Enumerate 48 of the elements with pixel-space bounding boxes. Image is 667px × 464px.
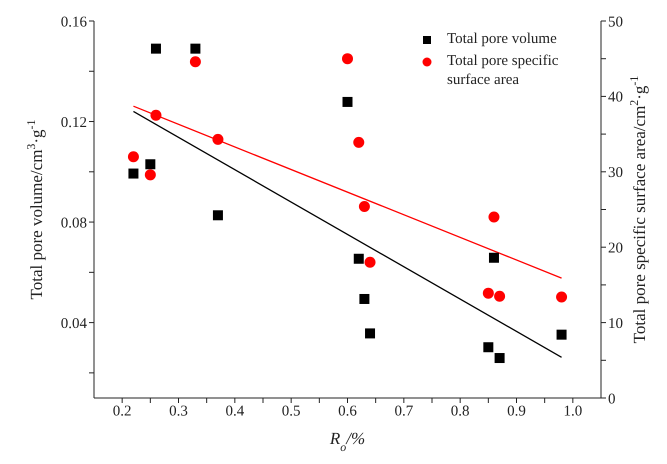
point	[488, 212, 500, 223]
point	[364, 256, 376, 268]
x-tick-label: 0.9	[507, 404, 526, 420]
y2-tick-label: 40	[608, 90, 623, 106]
point	[365, 328, 376, 338]
legend-label: Total pore volume	[447, 30, 557, 49]
y2-tick-label: 20	[608, 240, 623, 257]
point	[354, 254, 364, 264]
point	[212, 210, 223, 220]
x-tick-label: 0.6	[338, 404, 358, 420]
y2-tick-label: 30	[608, 165, 623, 182]
point	[482, 288, 494, 299]
point	[144, 169, 156, 180]
point	[212, 134, 224, 145]
point	[342, 96, 352, 107]
point	[556, 291, 568, 302]
point	[488, 252, 499, 263]
point	[150, 44, 161, 54]
point	[190, 44, 200, 54]
y-tick-label: 0.12	[60, 114, 87, 131]
point	[190, 56, 201, 68]
x-axis-title: R$_{o}$/%	[328, 429, 366, 454]
y-tick-label: 0.08	[60, 215, 87, 232]
x-tick-label: 0.7	[394, 404, 414, 420]
y-tick-label: 0.16	[60, 14, 88, 30]
y2-tick-label: 50	[608, 14, 623, 30]
x-tick-label: 0.4	[225, 404, 245, 420]
x-tick-label: 1.0	[563, 404, 582, 420]
point	[494, 290, 506, 302]
y-tick-label: 0.04	[60, 316, 88, 332]
point	[483, 342, 494, 352]
legend-label: Total pore specific surface area	[447, 52, 560, 90]
point	[128, 151, 139, 162]
point	[342, 53, 353, 64]
y2-tick-label: 10	[608, 316, 623, 332]
x-tick-label: 0.2	[112, 404, 132, 420]
y2-tick-label: 0	[608, 391, 616, 408]
point	[150, 110, 162, 121]
point	[556, 330, 567, 340]
x-tick-label: 0.5	[282, 404, 301, 420]
point	[359, 294, 370, 304]
point	[358, 200, 370, 212]
point	[353, 136, 364, 148]
x-tick-label: 0.3	[169, 404, 188, 420]
x-tick-label: 0.8	[450, 404, 470, 420]
point	[494, 353, 505, 364]
point	[128, 168, 138, 179]
point	[145, 159, 156, 170]
